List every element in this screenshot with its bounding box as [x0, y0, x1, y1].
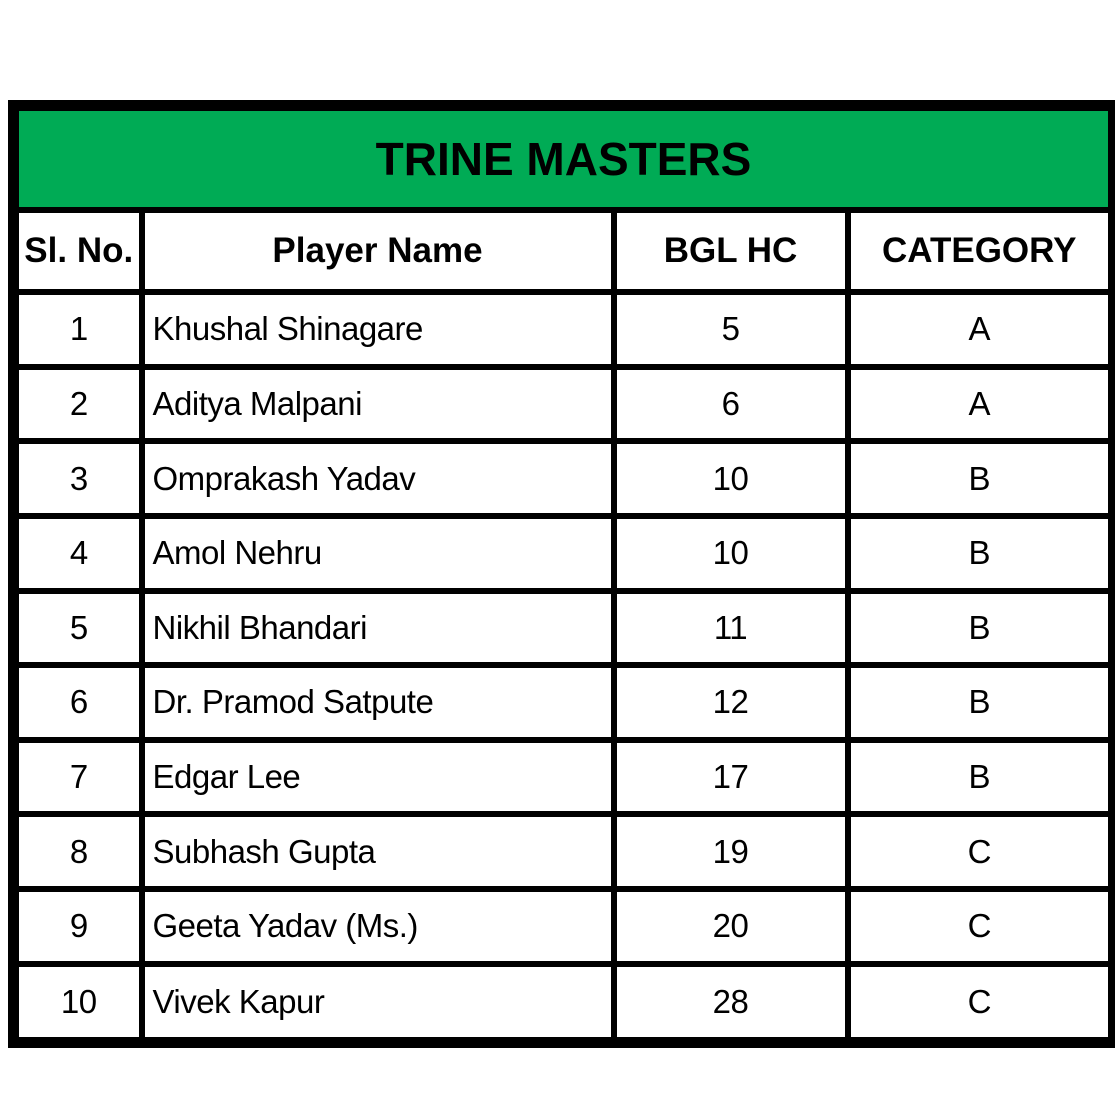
cell-bgl-hc: 5: [610, 289, 851, 370]
table-row: 1 Khushal Shinagare 5 A: [10, 289, 1115, 370]
cell-bgl-hc: 10: [610, 512, 851, 594]
cell-player-name: Khushal Shinagare: [138, 289, 617, 370]
cell-bgl-hc: 12: [610, 662, 851, 743]
cell-player-name: Subhash Gupta: [138, 811, 617, 892]
cell-player-name: Edgar Lee: [138, 736, 617, 818]
cell-category: B: [844, 736, 1115, 818]
cell-sl-no: 4: [10, 512, 145, 594]
cell-category: A: [844, 363, 1115, 445]
table-row: 9 Geeta Yadav (Ms.) 20 C: [10, 886, 1115, 967]
cell-player-name: Dr. Pramod Satpute: [138, 662, 617, 743]
cell-sl-no: 8: [10, 811, 145, 892]
cell-player-name: Amol Nehru: [138, 512, 617, 594]
title-row: TRINE MASTERS: [10, 102, 1115, 213]
table-row: 7 Edgar Lee 17 B: [10, 736, 1115, 818]
cell-bgl-hc: 10: [610, 438, 851, 519]
table-row: 3 Omprakash Yadav 10 B: [10, 438, 1115, 519]
table-row: 10 Vivek Kapur 28 C: [10, 960, 1115, 1046]
cell-bgl-hc: 20: [610, 886, 851, 967]
column-header-sl-no: Sl. No.: [10, 207, 145, 295]
table-row: 6 Dr. Pramod Satpute 12 B: [10, 662, 1115, 743]
cell-sl-no: 2: [10, 363, 145, 445]
header-row: Sl. No. Player Name BGL HC CATEGORY: [10, 207, 1115, 295]
cell-category: B: [844, 512, 1115, 594]
cell-category: C: [844, 811, 1115, 892]
cell-category: B: [844, 662, 1115, 743]
table-row: 2 Aditya Malpani 6 A: [10, 363, 1115, 445]
cell-sl-no: 5: [10, 587, 145, 669]
cell-category: A: [844, 289, 1115, 370]
column-header-player-name: Player Name: [138, 207, 617, 295]
table-row: 4 Amol Nehru 10 B: [10, 512, 1115, 594]
cell-bgl-hc: 6: [610, 363, 851, 445]
column-header-bgl-hc: BGL HC: [610, 207, 851, 295]
cell-sl-no: 9: [10, 886, 145, 967]
cell-sl-no: 3: [10, 438, 145, 519]
player-roster-table: TRINE MASTERS Sl. No. Player Name BGL HC…: [8, 100, 1115, 1048]
cell-sl-no: 7: [10, 736, 145, 818]
cell-player-name: Aditya Malpani: [138, 363, 617, 445]
cell-sl-no: 1: [10, 289, 145, 370]
cell-player-name: Omprakash Yadav: [138, 438, 617, 519]
cell-bgl-hc: 28: [610, 960, 851, 1046]
table-title: TRINE MASTERS: [10, 102, 1115, 213]
cell-bgl-hc: 17: [610, 736, 851, 818]
cell-category: C: [844, 960, 1115, 1046]
cell-category: B: [844, 587, 1115, 669]
cell-bgl-hc: 19: [610, 811, 851, 892]
cell-category: B: [844, 438, 1115, 519]
column-header-category: CATEGORY: [844, 207, 1115, 295]
cell-sl-no: 6: [10, 662, 145, 743]
table-row: 8 Subhash Gupta 19 C: [10, 811, 1115, 892]
cell-player-name: Vivek Kapur: [138, 960, 617, 1046]
cell-category: C: [844, 886, 1115, 967]
cell-sl-no: 10: [10, 960, 145, 1046]
cell-bgl-hc: 11: [610, 587, 851, 669]
cell-player-name: Geeta Yadav (Ms.): [138, 886, 617, 967]
cell-player-name: Nikhil Bhandari: [138, 587, 617, 669]
table-row: 5 Nikhil Bhandari 11 B: [10, 587, 1115, 669]
